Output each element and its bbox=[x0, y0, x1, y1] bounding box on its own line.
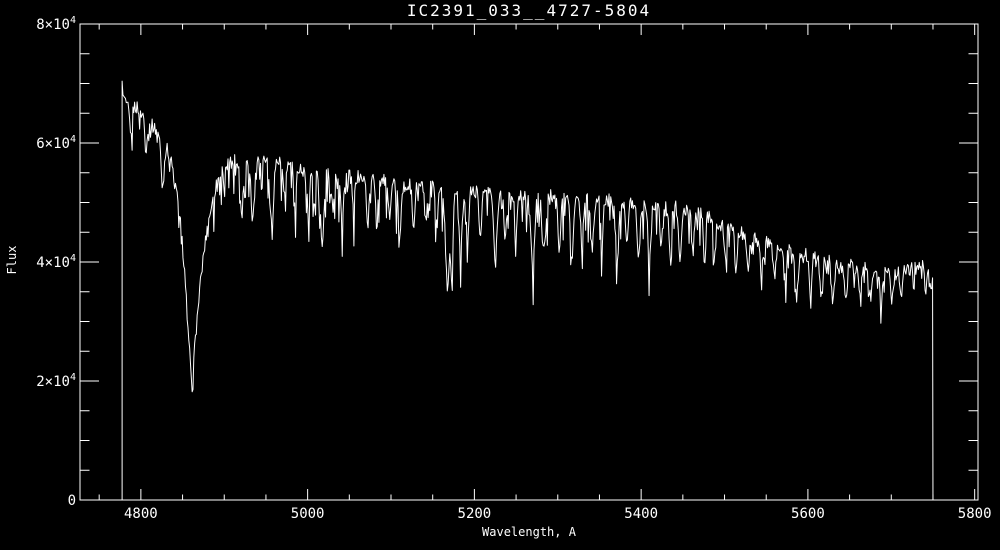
x-tick-label: 5800 bbox=[958, 506, 992, 522]
axis-ticks bbox=[80, 23, 978, 501]
x-tick-label: 5200 bbox=[458, 506, 492, 522]
y-tick-label: 0 bbox=[68, 493, 76, 509]
x-tick-label: 4800 bbox=[124, 506, 158, 522]
y-tick-label: 4×104 bbox=[36, 253, 76, 271]
x-tick-label: 5000 bbox=[291, 506, 325, 522]
chart-title: IC2391_033__4727-5804 bbox=[407, 1, 651, 20]
plot-frame bbox=[79, 23, 979, 501]
x-tick-label: 5600 bbox=[791, 506, 825, 522]
axis-tick-labels: 4800 5000 5200 5400 5600 5800 0 2×104 4×104 6×104… bbox=[36, 15, 991, 522]
y-tick-label: 6×104 bbox=[36, 134, 76, 152]
y-axis-label: Flux bbox=[5, 246, 19, 275]
x-tick-label: 5400 bbox=[624, 506, 658, 522]
y-tick-label: 2×104 bbox=[36, 372, 76, 390]
spectrum-trace bbox=[79, 80, 979, 501]
y-tick-label: 8×104 bbox=[36, 15, 76, 33]
x-axis-label: Wavelength, A bbox=[482, 525, 577, 539]
